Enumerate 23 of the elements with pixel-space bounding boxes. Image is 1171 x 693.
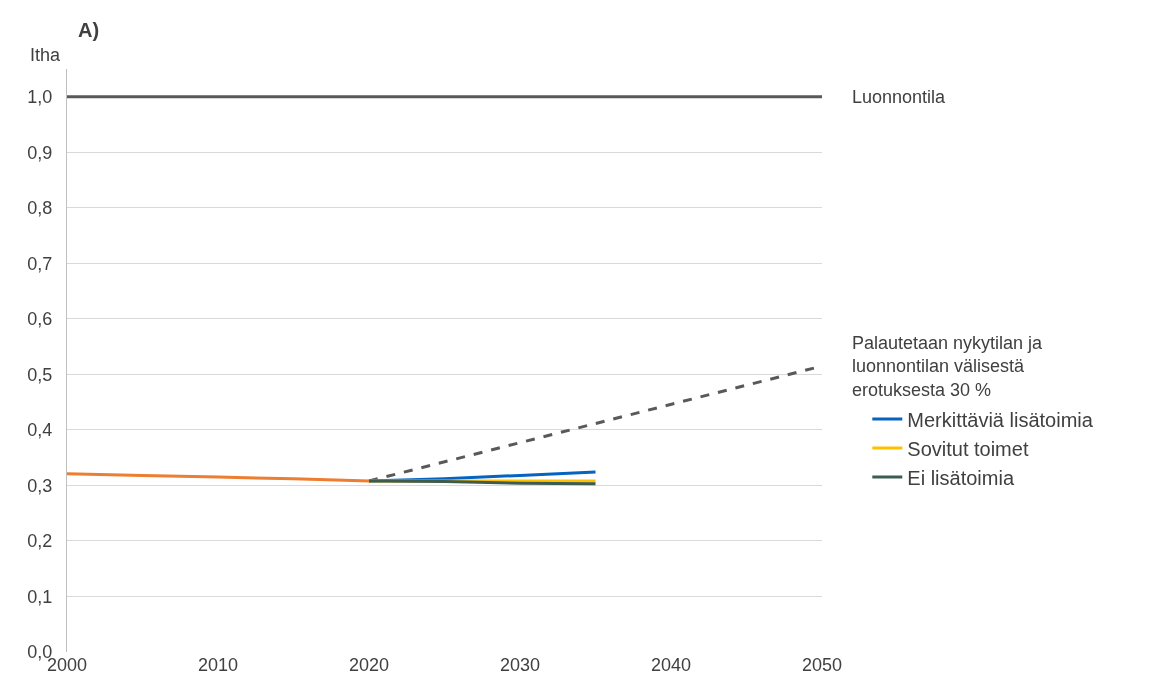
- y-tick-label: 0,4: [27, 420, 53, 441]
- y-tick-label: 0,3: [27, 475, 53, 496]
- chart-title: A): [78, 19, 100, 41]
- legend-label: Sovitut toimet: [907, 437, 1029, 460]
- y-tick-label: 0,1: [27, 586, 53, 607]
- legend-label: Ei lisätoimia: [907, 466, 1015, 489]
- y-axis-title: Itha: [30, 45, 62, 65]
- series-label: Palautetaan nykytilan ja luonnontilan välisestä erotuksesta 30 %: [852, 333, 1044, 400]
- legend-label: Merkittäviä lisätoimia: [907, 408, 1094, 431]
- y-tick-label: 0,7: [27, 253, 53, 274]
- x-tick-label: 2050: [801, 655, 843, 675]
- y-tick-label: 0,8: [27, 198, 53, 219]
- y-tick-label: 0,9: [27, 142, 53, 163]
- y-tick-label: 1,0: [27, 87, 53, 108]
- x-tick-label: 2040: [650, 655, 692, 675]
- line-series: [67, 472, 371, 483]
- x-tick-label: 2030: [499, 655, 541, 675]
- x-tick-label: 2010: [197, 655, 239, 675]
- y-tick-label: 0,6: [27, 309, 53, 330]
- y-tick-label: 0,2: [27, 531, 53, 552]
- y-tick-label: 0,5: [27, 364, 53, 385]
- x-tick-label: 2020: [348, 655, 390, 675]
- series-label: Luonnontila: [852, 87, 947, 107]
